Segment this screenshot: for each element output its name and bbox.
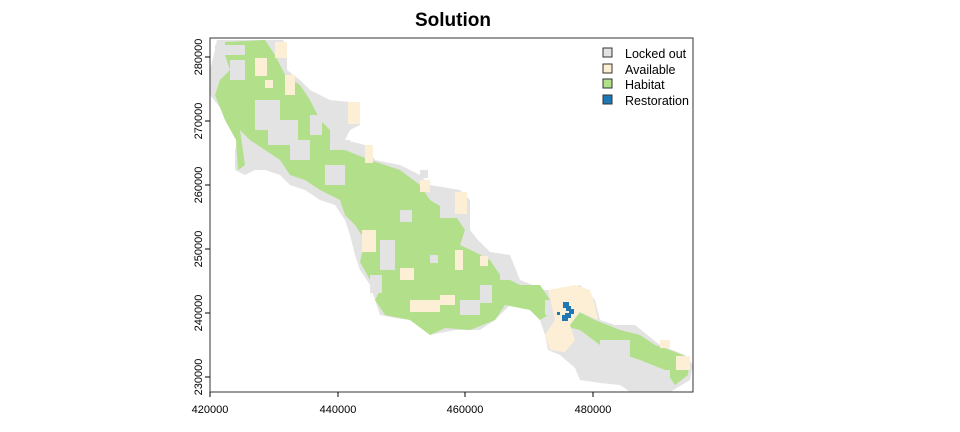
y-tick-label: 240000	[193, 295, 205, 332]
habitat-region-main	[215, 40, 550, 335]
y-axis	[205, 56, 210, 378]
x-tick-label: 480000	[575, 404, 612, 416]
legend-label: Locked out	[625, 47, 687, 61]
legend-label: Available	[625, 63, 676, 77]
restoration-cells	[557, 302, 574, 321]
x-tick-label: 460000	[447, 404, 484, 416]
plot-frame	[209, 37, 694, 393]
x-axis	[209, 392, 594, 397]
raster-layer	[210, 40, 693, 392]
y-tick-label: 280000	[193, 39, 205, 76]
x-tick-label: 440000	[320, 404, 357, 416]
locked-out-patches	[215, 45, 670, 390]
map-title: Solution	[415, 10, 491, 31]
legend-label: Restoration	[625, 94, 689, 108]
y-tick-label: 270000	[193, 103, 205, 140]
legend: Locked out Available Habitat Restoration	[602, 47, 689, 108]
y-tick-label: 260000	[193, 167, 205, 204]
available-patches	[255, 42, 690, 370]
legend-swatch-locked-out	[602, 47, 613, 58]
y-tick-label: 230000	[193, 359, 205, 396]
legend-swatch-habitat	[602, 78, 613, 89]
legend-swatch-available	[602, 63, 613, 74]
y-tick-label: 250000	[193, 231, 205, 268]
legend-swatch-restoration	[602, 94, 613, 105]
legend-label: Habitat	[625, 78, 665, 92]
x-tick-label: 420000	[192, 404, 229, 416]
